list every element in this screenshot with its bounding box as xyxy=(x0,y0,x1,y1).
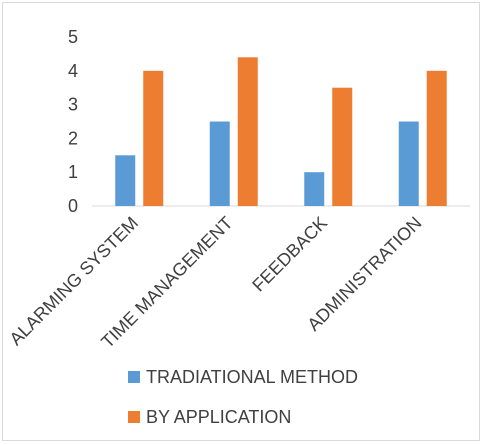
legend-swatch xyxy=(128,411,140,423)
legend-label: BY APPLICATION xyxy=(146,407,291,427)
bars xyxy=(115,57,447,206)
y-tick-label: 5 xyxy=(68,27,78,47)
bar-traditional-1 xyxy=(209,121,230,206)
y-tick-label: 2 xyxy=(68,128,78,148)
bar-traditional-0 xyxy=(115,155,136,206)
y-tick-label: 0 xyxy=(68,196,78,216)
bar-traditional-3 xyxy=(398,121,419,206)
bar-traditional-2 xyxy=(304,172,325,206)
bar-application-1 xyxy=(237,57,258,206)
legend-swatch xyxy=(128,371,140,383)
bar-application-0 xyxy=(143,70,164,206)
bar-application-3 xyxy=(426,70,447,206)
y-tick-label: 1 xyxy=(68,162,78,182)
bar-application-2 xyxy=(332,87,353,206)
category-label: FEEDBACK xyxy=(248,213,331,296)
y-tick-label: 4 xyxy=(68,61,78,81)
legend-label: TRADIATIONAL METHOD xyxy=(146,367,358,387)
y-axis-ticks: 0 1 2 3 4 5 xyxy=(68,27,78,216)
legend: TRADIATIONAL METHOD BY APPLICATION xyxy=(128,367,358,427)
y-tick-label: 3 xyxy=(68,95,78,115)
